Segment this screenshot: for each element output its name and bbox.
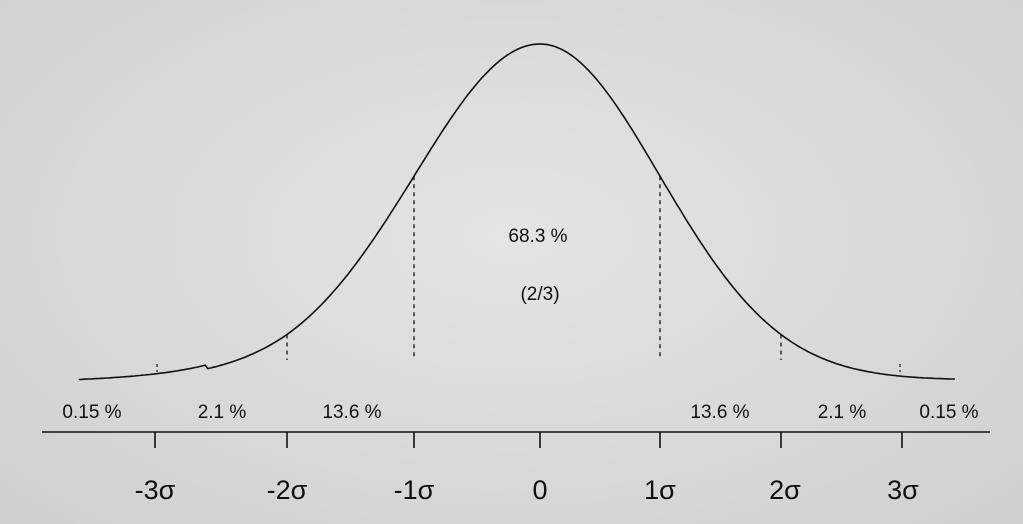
x-axis-ticks <box>154 432 903 448</box>
percent-label-left-1sigma: 13.6 % <box>322 402 381 423</box>
percent-label-right-1sigma: 13.6 % <box>690 402 749 423</box>
axis-label-plus-1sigma: 1σ <box>644 475 676 505</box>
axis-label-zero: 0 <box>532 475 547 505</box>
axis-label-minus-1sigma: -1σ <box>394 475 435 505</box>
percent-label-left-2sigma: 2.1 % <box>198 402 247 423</box>
percent-label-left-tail: 0.15 % <box>62 402 121 423</box>
axis-label-minus-2sigma: -2σ <box>267 475 308 505</box>
axis-label-minus-3sigma: -3σ <box>135 475 176 505</box>
axis-label-plus-2sigma: 2σ <box>769 475 801 505</box>
axis-label-plus-3sigma: 3σ <box>887 475 919 505</box>
percent-label-right-tail: 0.15 % <box>919 402 978 423</box>
sigma-boundaries <box>156 176 901 372</box>
percent-label-right-2sigma: 2.1 % <box>818 402 867 423</box>
center-fraction-label: (2/3) <box>520 284 559 305</box>
center-percent-label: 68.3 % <box>508 226 567 247</box>
bell-curve <box>78 43 955 381</box>
